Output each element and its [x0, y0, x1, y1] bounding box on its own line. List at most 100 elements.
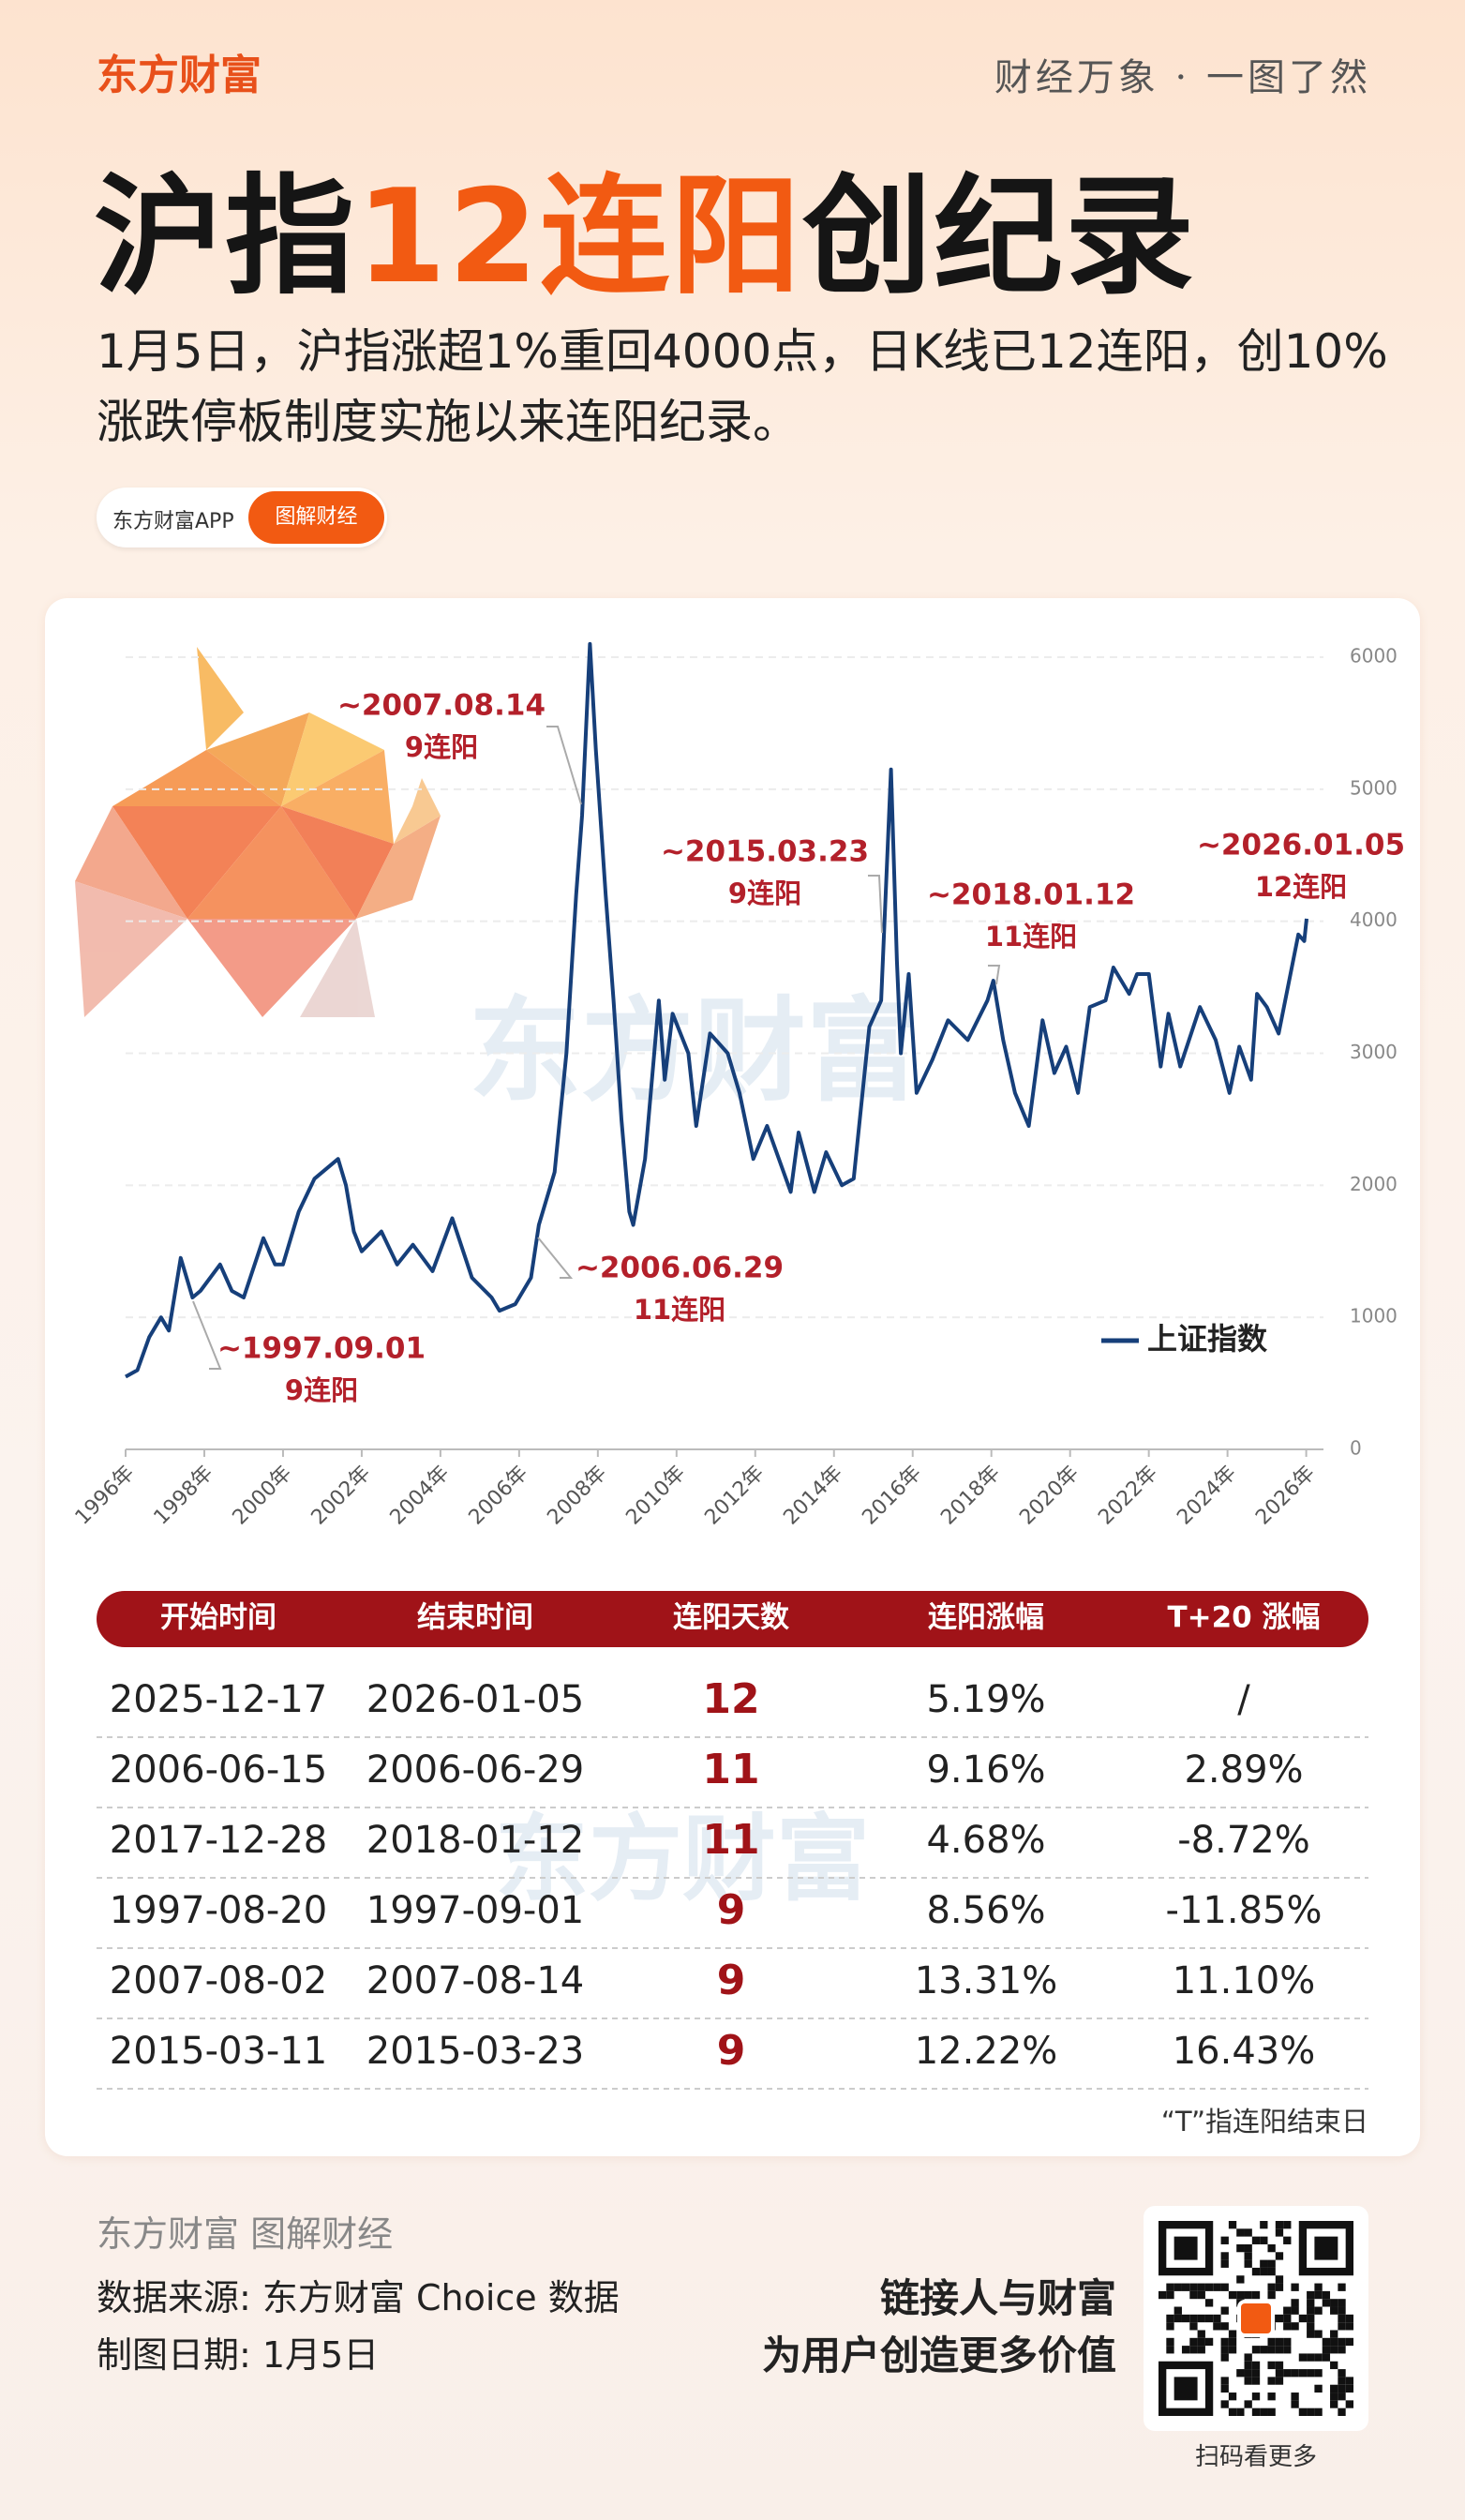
qr-cell [1345, 2314, 1353, 2323]
annotation-label: 9连阳 [285, 1374, 358, 1406]
qr-cell [1204, 2299, 1214, 2307]
qr-cell [1267, 2408, 1276, 2416]
qr-cell [1251, 2377, 1261, 2385]
qr-cell [1189, 2290, 1198, 2300]
qr-cell [1166, 2346, 1174, 2354]
legend-label: 上证指数 [1147, 1321, 1268, 1357]
qr-cell [1322, 2290, 1331, 2300]
qr-cell [1338, 2306, 1346, 2315]
qr-cell [1267, 2377, 1276, 2385]
qr-cell [1166, 2314, 1174, 2323]
annotation-label: 11连阳 [985, 921, 1077, 952]
footer-slogan: 链接人与财富 [879, 2275, 1116, 2321]
y-tick-label: 6000 [1350, 645, 1398, 668]
annotation-date: ~2006.06.29 [576, 1252, 784, 1285]
annotation-label: 12连阳 [1255, 871, 1347, 903]
table-cell: 1997-09-01 [366, 1889, 584, 1932]
qr-cell [1307, 2322, 1315, 2331]
qr-cell [1338, 2299, 1346, 2307]
qr-cell [1345, 2377, 1353, 2385]
table-cell: 2006-06-15 [110, 1748, 327, 1792]
x-tick-label: 2016年 [858, 1462, 926, 1530]
annotation-date: ~1997.09.01 [217, 1332, 426, 1366]
qr-cell [1244, 2252, 1252, 2260]
qr-cell [1251, 2408, 1261, 2416]
footer-slogan: 为用户创造更多价值 [761, 2332, 1116, 2378]
qr-cell [1267, 2346, 1276, 2354]
qr-finder [1314, 2236, 1338, 2260]
qr-cell [1267, 2392, 1276, 2401]
series-line [125, 641, 1308, 1379]
table-days: 9 [717, 1957, 746, 2004]
qr-cell [1220, 2337, 1229, 2347]
qr-cell [1197, 2346, 1205, 2354]
table-watermark: 东方财富 [495, 1804, 870, 1913]
x-tick-label: 2014年 [779, 1462, 847, 1530]
qr-cell [1236, 2243, 1245, 2253]
qr-cell [1291, 2283, 1299, 2291]
qr-cell [1267, 2259, 1276, 2268]
footer-date: 制图日期: 1月5日 [97, 2334, 380, 2376]
title: 沪指12连阳创纪录 [94, 131, 1196, 319]
qr-cell [1330, 2337, 1338, 2347]
footer-source: 数据来源: 东方财富 Choice 数据 [97, 2277, 620, 2318]
qr-cell [1166, 2337, 1174, 2347]
qr-cell [1330, 2330, 1338, 2338]
qr-cell [1267, 2267, 1276, 2276]
qr-cell [1244, 2369, 1252, 2378]
qr-cell [1159, 2290, 1167, 2300]
table-cell: / [1237, 1678, 1250, 1721]
table-header: 开始时间 [160, 1601, 277, 1635]
qr-cell [1220, 2236, 1229, 2244]
table-cell: 2017-12-28 [110, 1819, 327, 1862]
qr-cell [1204, 2283, 1214, 2291]
x-tick-label: 2020年 [1015, 1462, 1084, 1530]
table-cell: 16.43% [1173, 2030, 1316, 2073]
x-tick-label: 2012年 [700, 1462, 769, 1530]
qr-cell [1338, 2369, 1346, 2378]
qr-cell [1291, 2369, 1299, 2378]
qr-cell [1220, 2283, 1229, 2291]
title-part: 沪指 [94, 161, 357, 312]
qr-cell [1275, 2314, 1284, 2323]
qr-cell [1220, 2384, 1229, 2393]
annotation-label: 9连阳 [405, 731, 478, 763]
annotation-leader [988, 965, 1001, 985]
qr-cell [1275, 2275, 1284, 2284]
table-cell: -11.85% [1166, 1889, 1323, 1932]
table-cell: 11.10% [1173, 1959, 1316, 2002]
table-days: 9 [717, 2027, 746, 2075]
x-tick-label: 2026年 [1251, 1462, 1320, 1530]
qr-cell [1189, 2314, 1198, 2323]
qr-cell [1330, 2346, 1338, 2354]
annotation-date: ~2007.08.14 [337, 689, 546, 723]
qr-cell [1220, 2353, 1229, 2362]
qr-cell [1267, 2337, 1276, 2347]
qr-cell [1298, 2408, 1308, 2416]
qr-cell [1275, 2337, 1284, 2347]
x-tick-label: 2010年 [621, 1462, 690, 1530]
qr-finder [1173, 2236, 1198, 2260]
qr-cell [1197, 2330, 1205, 2338]
y-tick-label: 1000 [1350, 1305, 1398, 1328]
x-tick-label: 2024年 [1173, 1462, 1241, 1530]
qr-cell [1228, 2330, 1237, 2338]
title-part: 创纪录 [802, 161, 1197, 312]
qr-cell [1307, 2306, 1315, 2315]
table-cell: 8.56% [926, 1889, 1045, 1932]
annotation-label: 9连阳 [728, 878, 801, 909]
table-cell: 2.89% [1184, 1748, 1303, 1792]
qr-cell [1251, 2346, 1261, 2354]
table-days: 11 [702, 1816, 759, 1864]
qr-cell [1251, 2392, 1261, 2401]
qr-cell [1291, 2299, 1299, 2307]
qr-cell [1322, 2337, 1331, 2347]
qr-cell [1260, 2259, 1268, 2268]
tag-button[interactable]: 图解财经 [248, 491, 384, 544]
qr-cell [1228, 2392, 1237, 2401]
qr-cell [1236, 2275, 1245, 2284]
qr-cell [1189, 2322, 1198, 2331]
qr-cell [1314, 2330, 1323, 2338]
x-tick-label: 1996年 [71, 1462, 140, 1530]
qr-cell [1251, 2369, 1261, 2378]
